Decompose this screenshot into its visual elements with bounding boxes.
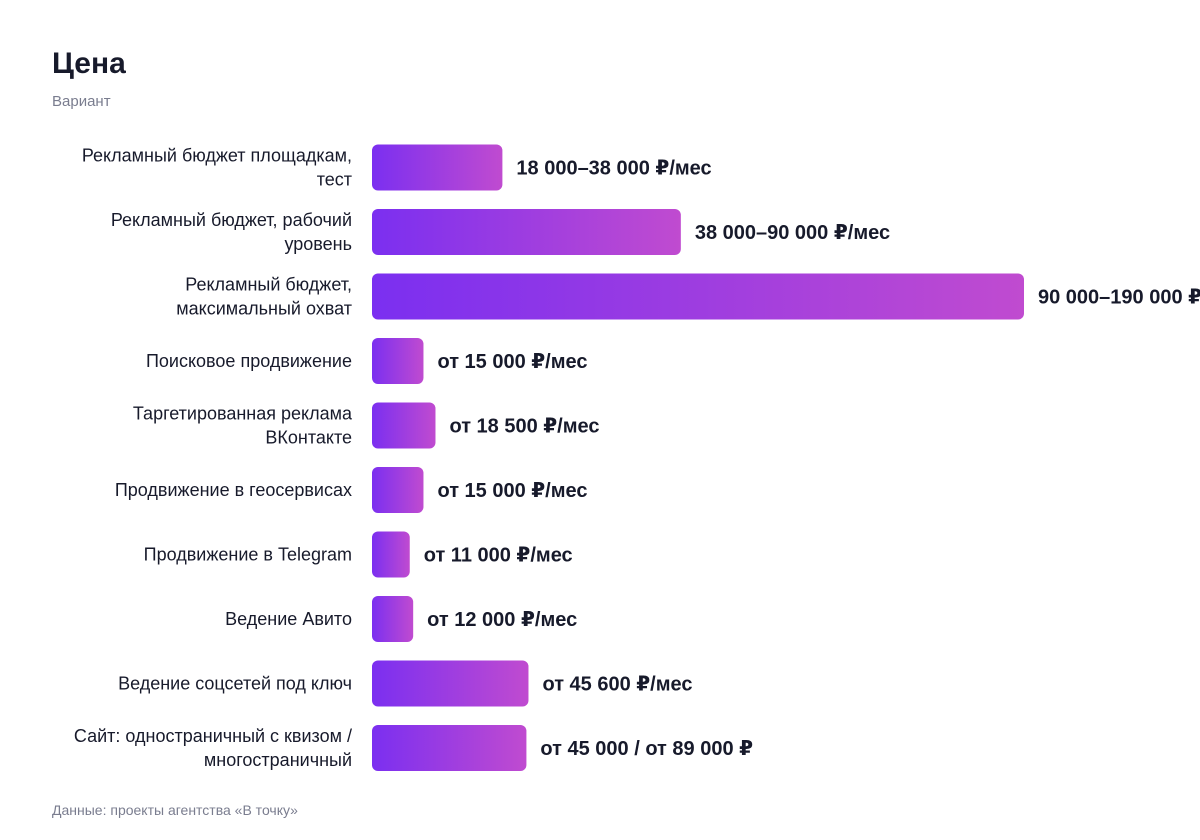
category-label: Продвижение в Telegram — [144, 545, 352, 565]
bar-value-label: 90 000–190 000 ₽/мес — [1038, 287, 1200, 309]
bar — [372, 273, 1024, 320]
category-label: многостраничный — [204, 750, 352, 770]
bar — [372, 209, 681, 255]
bar — [372, 338, 424, 384]
bar-value-label: 38 000–90 000 ₽/мес — [695, 222, 890, 244]
bar-value-label: от 11 000 ₽/мес — [424, 545, 573, 567]
bar-value-label: 18 000–38 000 ₽/мес — [516, 158, 711, 180]
bar-value-label: от 45 600 ₽/мес — [542, 674, 692, 696]
bar — [372, 402, 436, 449]
bar — [372, 467, 424, 513]
category-label: Рекламный бюджет, рабочий — [111, 210, 352, 230]
chart-subtitle: Вариант — [52, 93, 111, 110]
data-source-note: Данные: проекты агентства «В точку» — [52, 802, 298, 818]
category-label: Ведение соцсетей под ключ — [118, 674, 352, 694]
category-label: Таргетированная реклама — [133, 404, 353, 424]
category-label: Продвижение в геосервисах — [115, 480, 352, 500]
bar-value-label: от 12 000 ₽/мес — [427, 609, 577, 631]
bar — [372, 144, 503, 191]
category-label: Ведение Авито — [225, 609, 352, 629]
bar-value-label: от 15 000 ₽/мес — [437, 480, 587, 502]
category-label: ВКонтакте — [265, 428, 352, 448]
category-label: уровень — [284, 234, 352, 254]
category-label: тест — [317, 170, 352, 190]
bar — [372, 725, 527, 771]
bar — [372, 596, 414, 642]
category-label: Рекламный бюджет площадкам, — [82, 146, 352, 166]
bar-value-label: от 15 000 ₽/мес — [437, 351, 587, 373]
bar-value-label: от 45 000 / от 89 000 ₽ — [540, 738, 753, 760]
category-label: Сайт: одностраничный с квизом / — [74, 726, 352, 746]
category-label: максимальный охват — [176, 299, 352, 319]
category-label: Рекламный бюджет, — [185, 275, 352, 295]
bar — [372, 531, 410, 578]
bar-value-label: от 18 500 ₽/мес — [449, 416, 599, 438]
category-label: Поисковое продвижение — [146, 351, 352, 371]
bar — [372, 660, 529, 707]
chart-title: Цена — [52, 47, 126, 80]
